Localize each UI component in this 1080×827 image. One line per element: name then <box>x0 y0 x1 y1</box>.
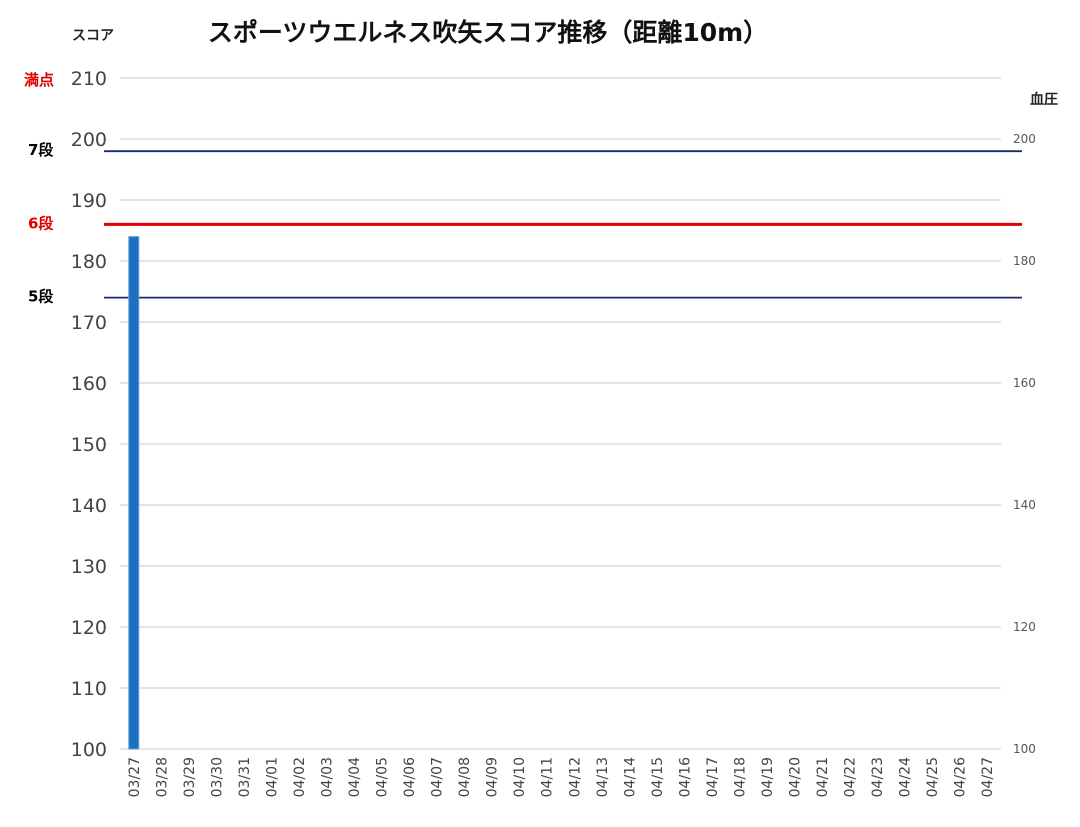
x-tick-label: 04/13 <box>595 757 611 797</box>
x-tick-label: 04/17 <box>705 757 721 797</box>
x-tick-label: 04/19 <box>760 757 776 797</box>
y-tick-label: 210 <box>71 68 107 90</box>
x-tick-label: 04/12 <box>567 757 583 797</box>
y-tick-label: 120 <box>71 617 107 639</box>
reference-label: 5段 <box>28 288 53 306</box>
x-tick-label: 04/24 <box>898 757 914 797</box>
x-tick-label: 04/02 <box>292 757 308 797</box>
y2-tick-label: 180 <box>1013 254 1036 268</box>
x-tick-label: 03/27 <box>127 757 143 797</box>
x-tick-label: 04/18 <box>732 757 748 797</box>
reference-label: 満点 <box>24 71 54 89</box>
x-tick-label: 04/25 <box>925 757 941 797</box>
y-tick-label: 100 <box>71 739 107 761</box>
x-tick-label: 04/22 <box>843 757 859 797</box>
x-tick-label: 04/16 <box>677 757 693 797</box>
y-tick-label: 200 <box>71 129 107 151</box>
y2-tick-label: 160 <box>1013 376 1036 390</box>
y-axis-label: スコア <box>72 28 114 44</box>
x-tick-label: 04/07 <box>430 757 446 797</box>
x-tick-label: 04/03 <box>319 757 335 797</box>
x-tick-label: 03/31 <box>237 757 253 797</box>
y2-tick-label: 200 <box>1013 132 1036 146</box>
y-tick-label: 140 <box>71 495 107 517</box>
bars <box>128 236 140 750</box>
y2-tick-label: 100 <box>1013 742 1036 756</box>
x-tick-label: 04/10 <box>512 757 528 797</box>
y-tick-label: 180 <box>71 251 107 273</box>
x-tick-label: 03/29 <box>182 757 198 797</box>
x-tick-label: 04/09 <box>485 757 501 797</box>
gridlines <box>120 77 1001 750</box>
x-tick-label: 03/28 <box>154 757 170 797</box>
x-tick-label: 04/14 <box>622 757 638 797</box>
x-tick-label: 04/23 <box>870 757 886 797</box>
x-tick-label: 04/11 <box>540 757 556 797</box>
y-tick-label: 150 <box>71 434 107 456</box>
chart-title: スポーツウエルネス吹矢スコア推移（距離10m） <box>208 18 768 47</box>
x-tick-label: 04/05 <box>375 757 391 797</box>
x-tick-label: 04/01 <box>264 757 280 797</box>
reference-label: 7段 <box>28 141 53 159</box>
x-tick-label: 04/08 <box>457 757 473 797</box>
x-tick-label: 04/20 <box>788 757 804 797</box>
reference-lines: 満点 7段 6段 5段 <box>24 71 1022 306</box>
y2-tick-label: 140 <box>1013 498 1036 512</box>
y2-tick-label: 120 <box>1013 620 1036 634</box>
y-tick-label: 110 <box>71 678 107 700</box>
x-tick-label: 04/26 <box>953 757 969 797</box>
x-tick-label: 04/21 <box>815 757 831 797</box>
x-tick-label: 04/27 <box>980 757 996 797</box>
bar <box>128 236 140 750</box>
reference-label: 6段 <box>28 214 53 232</box>
y-tick-label: 130 <box>71 556 107 578</box>
y-tick-label: 160 <box>71 373 107 395</box>
y-tick-label: 190 <box>71 190 107 212</box>
y2-axis-ticks: 100 120 140 160 180 200 <box>1013 132 1036 756</box>
x-tick-label: 04/06 <box>402 757 418 797</box>
x-axis-ticks: 03/27 03/28 03/29 03/30 03/31 04/01 04/02 04/03… <box>127 757 996 797</box>
y-axis-ticks: 100 110 120 130 140 150 160 170 180 190 200 210 <box>71 68 107 761</box>
x-tick-label: 04/04 <box>347 757 363 797</box>
x-tick-label: 04/15 <box>650 757 666 797</box>
y-tick-label: 170 <box>71 312 107 334</box>
x-tick-label: 03/30 <box>209 757 225 797</box>
y2-axis-label: 血圧 <box>1030 91 1058 108</box>
